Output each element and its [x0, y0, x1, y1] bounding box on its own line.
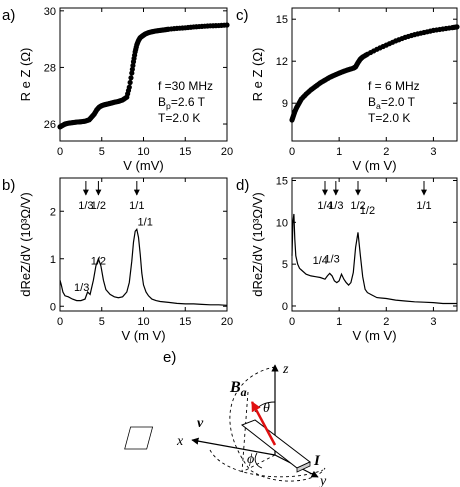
sample-strip-side [296, 461, 311, 473]
series-line [291, 213, 457, 305]
y-tick-label: 30 [44, 6, 56, 18]
annotation-line: T=2.0 K [368, 111, 410, 125]
panel-label-c: c) [236, 7, 249, 24]
y-tick-label: 0 [282, 301, 288, 313]
annotation-line: f = 6 MHz [368, 79, 420, 93]
x-tick-label: 1 [336, 146, 342, 158]
x-tick-label: 5 [99, 146, 105, 158]
panel-label-a: a) [2, 7, 15, 24]
y-axis-label: dReZ/dV (10³Ω/V) [18, 192, 33, 296]
z-axis-label: z [282, 362, 289, 377]
y-tick-label: 15 [276, 14, 288, 26]
panel-label-b: b) [2, 177, 15, 194]
y-tick-label: 12 [276, 56, 288, 68]
field-arrow [250, 401, 277, 446]
y-axis-label: R e Z (Ω) [250, 48, 265, 102]
sphere-outline [229, 366, 326, 482]
x-tick-label: 20 [221, 146, 233, 158]
phi-arc [254, 452, 263, 469]
x-tick-label: 1 [336, 316, 342, 328]
x-tick-label: 20 [221, 316, 233, 328]
theta-label: θ [263, 401, 270, 416]
peak-arrow-label: 1/2 [350, 200, 365, 212]
drop-line [241, 391, 249, 473]
peak-arrow-label: 1/3 [78, 200, 93, 212]
x-tick-label: 0 [289, 316, 295, 328]
x-axis-label: x [176, 434, 184, 449]
x-axis-label: V (m V) [352, 328, 396, 343]
y-tick-label: 2 [50, 206, 56, 218]
x-tick-label: 10 [137, 146, 149, 158]
x-tick-label: 15 [179, 146, 191, 158]
field-subscript: a [241, 385, 247, 399]
y-axis-label: dReZ/dV (10³Ω/V) [250, 192, 265, 296]
x-tick-label: 15 [179, 316, 191, 328]
peak-arrow-label: 1/1 [416, 200, 431, 212]
data-point [454, 24, 460, 30]
velocity-label: v [197, 416, 204, 431]
phi-label: ϕ [247, 452, 254, 467]
annotation-line: T=2.0 K [158, 111, 200, 125]
y-tick-label: 15 [276, 176, 288, 188]
y-tick-label: 9 [282, 98, 288, 110]
sample-plate [124, 426, 154, 450]
x-axis-label: V (m V) [121, 328, 165, 343]
peak-label: 1/3 [74, 282, 89, 294]
x-tick-label: 5 [99, 316, 105, 328]
y-axis-label: y [318, 474, 327, 487]
data-point [224, 22, 230, 28]
data-point [128, 75, 134, 81]
peak-arrow-label: 1/3 [328, 200, 343, 212]
peak-label: 1/2 [91, 255, 106, 267]
peak-label: 1/3 [324, 253, 339, 265]
x-tick-label: 3 [430, 146, 436, 158]
x-tick-label: 3 [430, 316, 436, 328]
equator-arc [209, 449, 324, 478]
field-label: Ba [229, 379, 247, 399]
chart-a: 0 5 10 15 20 26 28 30 V (mV) R e Z (Ω) f =30 MHz Bp… [18, 6, 233, 173]
x-tick-label: 0 [289, 146, 295, 158]
y-tick-label: 0 [50, 301, 56, 313]
data-point [126, 84, 132, 90]
annotation-line: f =30 MHz [158, 79, 213, 93]
annotation-line: Ba=2.0 T [368, 95, 416, 111]
y-tick-label: 10 [276, 217, 288, 229]
projection-line [241, 454, 276, 473]
peak-arrow-label: 1/4 [317, 200, 332, 212]
x-tick-label: 10 [137, 316, 149, 328]
y-axis-label: R e Z (Ω) [18, 48, 33, 102]
x-tick-label: 2 [383, 146, 389, 158]
plot-frame-c [291, 7, 458, 142]
x-axis [191, 437, 276, 456]
peak-arrow-label: 1/2 [91, 200, 106, 212]
y-tick-label: 26 [44, 119, 56, 131]
x-tick-label: 2 [383, 316, 389, 328]
peak-label: 1/2 [360, 205, 375, 217]
peak-arrow-label: 1/1 [129, 200, 144, 212]
peak-label: 1/4 [313, 255, 328, 267]
series-line [59, 227, 228, 306]
y-tick-label: 5 [282, 259, 288, 271]
y-tick-label: 28 [44, 62, 56, 74]
x-tick-label: 0 [57, 146, 63, 158]
x-axis-label: V (m V) [352, 158, 396, 173]
plot-frame-d [291, 177, 458, 312]
y-tick-label: 1 [50, 254, 56, 266]
annotation-line: Bp=2.6 T [158, 95, 206, 111]
geometry-diagram: z x y θ ϕ Ba v I [124, 362, 327, 487]
x-tick-label: 0 [57, 316, 63, 328]
peak-label: 1/1 [138, 217, 153, 229]
x-axis-label: V (mV) [123, 158, 163, 173]
data-point [127, 79, 133, 86]
panel-label-e: e) [163, 349, 176, 366]
current-label: I [313, 453, 321, 469]
panel-label-d: d) [236, 177, 249, 194]
